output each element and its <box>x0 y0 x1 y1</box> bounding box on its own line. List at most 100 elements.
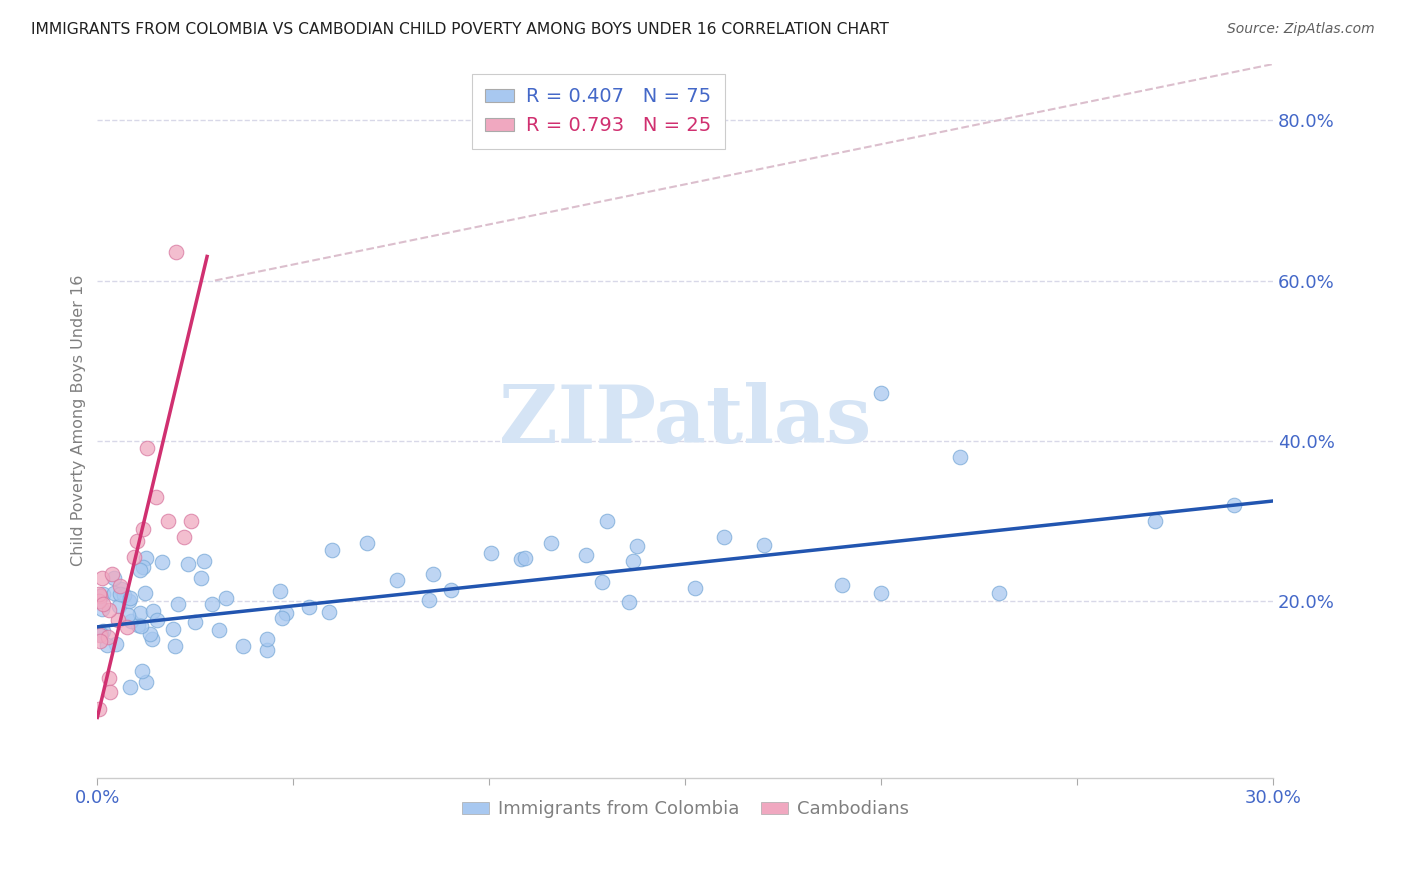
Point <box>135 674 157 689</box>
Point <box>91 571 114 585</box>
Point <box>142 604 165 618</box>
Point <box>513 551 536 566</box>
Point <box>987 586 1010 600</box>
Point <box>112 588 135 602</box>
Point <box>120 680 142 694</box>
Point <box>129 619 152 633</box>
Point <box>132 560 155 574</box>
Point <box>96 638 118 652</box>
Point <box>752 538 775 552</box>
Point <box>193 554 215 568</box>
Point <box>125 534 148 549</box>
Point <box>184 615 207 629</box>
Point <box>870 385 893 400</box>
Point <box>591 575 613 590</box>
Point <box>271 611 294 625</box>
Point <box>131 522 153 536</box>
Point <box>104 637 127 651</box>
Point <box>98 603 121 617</box>
Point <box>173 530 195 544</box>
Point <box>201 597 224 611</box>
Point <box>177 557 200 571</box>
Point <box>207 623 229 637</box>
Point <box>89 633 111 648</box>
Point <box>89 586 111 600</box>
Point <box>831 578 853 592</box>
Point <box>90 627 112 641</box>
Point <box>1144 514 1167 528</box>
Point <box>215 591 238 606</box>
Point <box>269 584 291 599</box>
Point <box>97 672 120 686</box>
Point <box>356 536 378 550</box>
Point <box>713 530 735 544</box>
Point <box>91 602 114 616</box>
Point <box>256 642 278 657</box>
Text: IMMIGRANTS FROM COLOMBIA VS CAMBODIAN CHILD POVERTY AMONG BOYS UNDER 16 CORRELAT: IMMIGRANTS FROM COLOMBIA VS CAMBODIAN CH… <box>31 22 889 37</box>
Point <box>118 591 141 606</box>
Point <box>120 614 142 628</box>
Point <box>180 514 202 528</box>
Point <box>118 594 141 608</box>
Point <box>127 618 149 632</box>
Point <box>122 550 145 565</box>
Point <box>138 627 160 641</box>
Point <box>298 600 321 615</box>
Point <box>134 585 156 599</box>
Point <box>110 582 132 596</box>
Point <box>98 685 121 699</box>
Point <box>89 702 111 716</box>
Point <box>683 581 706 595</box>
Point <box>318 605 340 619</box>
Point <box>621 554 644 568</box>
Point <box>91 587 114 601</box>
Y-axis label: Child Poverty Among Boys Under 16: Child Poverty Among Boys Under 16 <box>72 275 86 566</box>
Point <box>321 542 343 557</box>
Point <box>1223 498 1246 512</box>
Point <box>103 586 125 600</box>
Point <box>626 540 648 554</box>
Point <box>135 551 157 566</box>
Text: ZIPatlas: ZIPatlas <box>499 382 872 459</box>
Point <box>91 598 114 612</box>
Point <box>166 597 188 611</box>
Point <box>101 567 124 582</box>
Point <box>156 514 179 528</box>
Point <box>870 586 893 600</box>
Point <box>162 622 184 636</box>
Point <box>89 594 111 608</box>
Point <box>165 639 187 653</box>
Point <box>89 628 111 642</box>
Point <box>440 582 463 597</box>
Point <box>422 567 444 582</box>
Point <box>145 490 167 504</box>
Point <box>256 632 278 647</box>
Point <box>128 563 150 577</box>
Text: Source: ZipAtlas.com: Source: ZipAtlas.com <box>1227 22 1375 37</box>
Point <box>128 607 150 621</box>
Point <box>232 639 254 653</box>
Point <box>108 587 131 601</box>
Point <box>617 595 640 609</box>
Point <box>948 450 970 464</box>
Point <box>418 593 440 607</box>
Point <box>131 665 153 679</box>
Point <box>150 555 173 569</box>
Point <box>141 632 163 647</box>
Point <box>107 613 129 627</box>
Point <box>108 599 131 613</box>
Point <box>385 573 408 587</box>
Point <box>117 620 139 634</box>
Point <box>540 536 562 550</box>
Point <box>479 546 502 560</box>
Legend: Immigrants from Colombia, Cambodians: Immigrants from Colombia, Cambodians <box>454 793 917 826</box>
Point <box>575 548 598 562</box>
Point <box>117 607 139 622</box>
Point <box>146 613 169 627</box>
Point <box>97 630 120 644</box>
Point <box>103 571 125 585</box>
Point <box>135 441 157 455</box>
Point <box>596 514 619 528</box>
Point <box>165 245 187 260</box>
Point <box>110 579 132 593</box>
